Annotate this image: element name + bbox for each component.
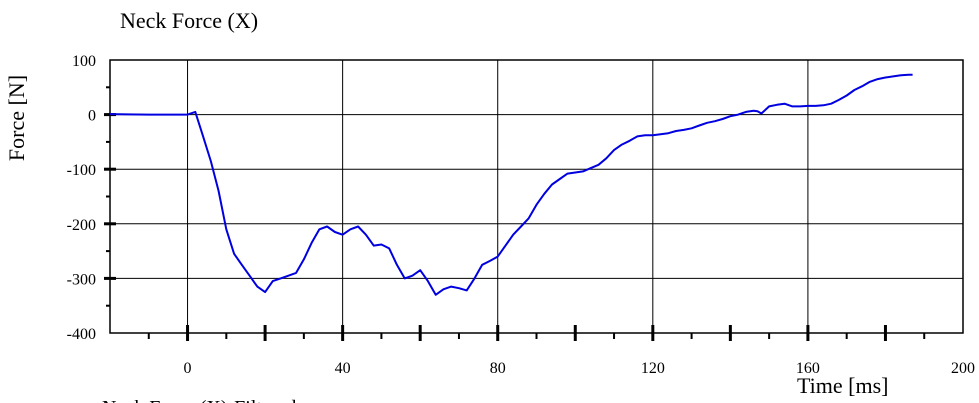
series-group [109, 73, 913, 296]
chart-title: Neck Force (X) [120, 8, 258, 33]
x-axis-label: Time [ms] [797, 373, 888, 398]
axis-ticks [104, 86, 926, 341]
x-tick-label: 80 [490, 360, 506, 377]
x-tick-labels: 0 40 80 120 160 200 [184, 360, 975, 377]
x-tick-label: 0 [184, 360, 192, 377]
y-tick-label: -300 [67, 271, 96, 288]
y-tick-label: 0 [88, 108, 96, 125]
x-tick-label: 160 [796, 360, 820, 377]
legend-entry: Neck Force (X)-Filtered [102, 397, 296, 403]
x-tick-label: 40 [335, 360, 351, 377]
y-tick-label: -400 [67, 326, 96, 343]
y-tick-label: -100 [67, 162, 96, 179]
x-tick-label: 200 [951, 360, 975, 377]
series-line [109, 73, 913, 296]
y-tick-label: 100 [72, 53, 96, 70]
gridlines [110, 60, 963, 333]
y-axis-label: Force [N] [4, 75, 29, 161]
y-tick-labels: 100 0 -100 -200 -300 -400 [67, 53, 96, 343]
plot-frame [109, 59, 964, 334]
y-tick-label: -200 [67, 217, 96, 234]
x-tick-label: 120 [641, 360, 665, 377]
